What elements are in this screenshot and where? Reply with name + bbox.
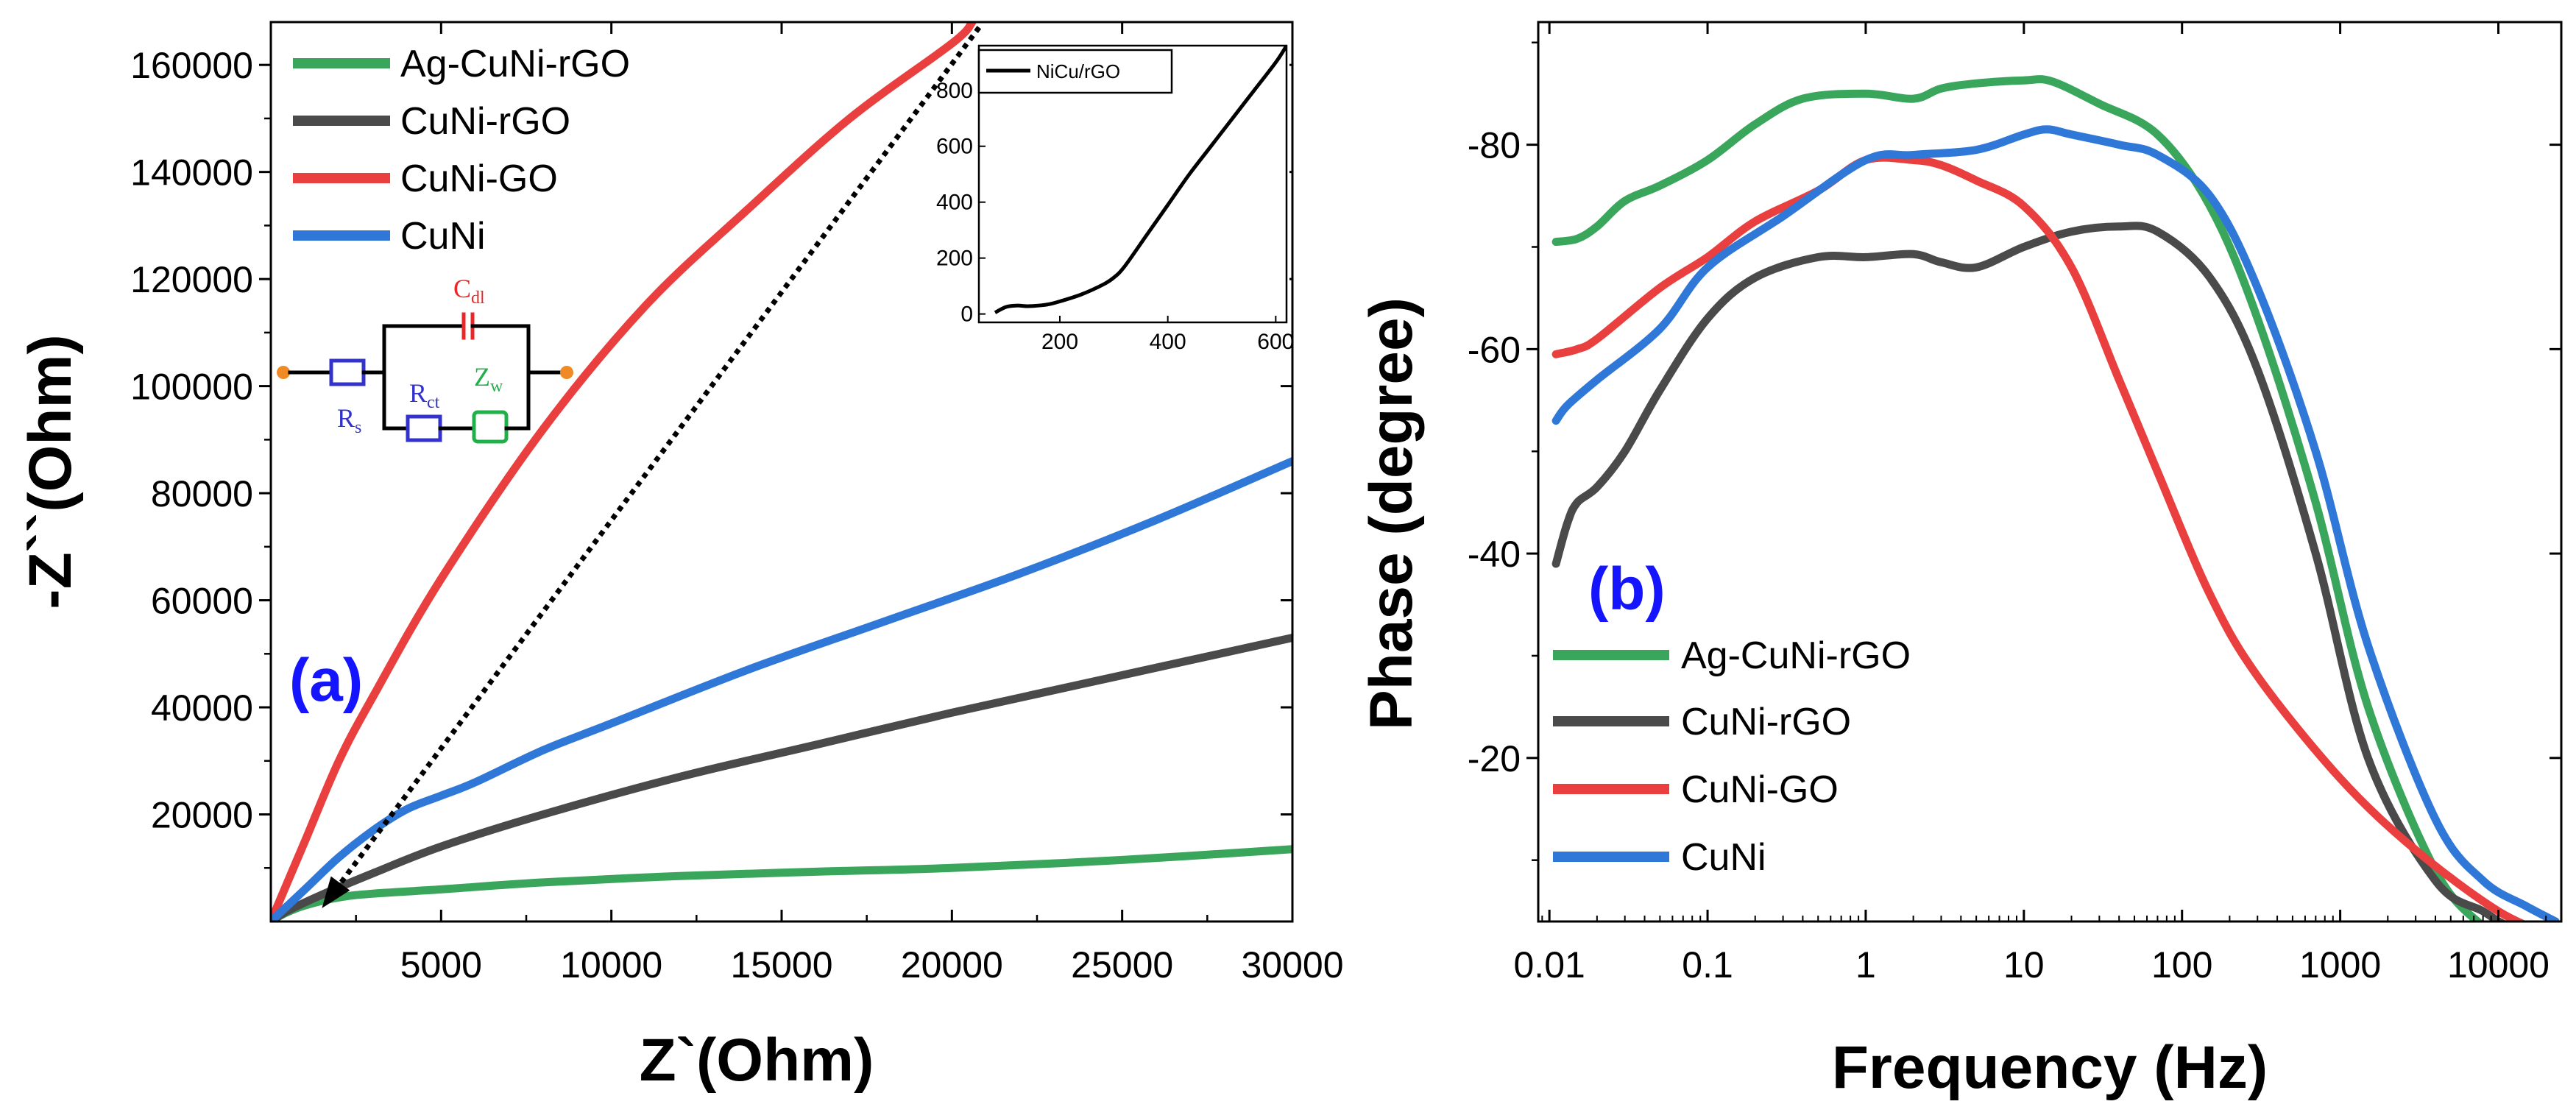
- chart-a-ytick-label: 100000: [130, 367, 253, 408]
- inset-ytick-label: 800: [936, 79, 973, 103]
- chart-b-legend-cuni: CuNi: [1681, 836, 1766, 879]
- inset-ytick-label: 200: [936, 247, 973, 271]
- inset-xtick-label: 200: [1041, 330, 1078, 354]
- chart-a-series-cuni-go: [271, 22, 977, 921]
- chart-a-xtick-label: 30000: [1241, 944, 1343, 986]
- chart-b-xlabel: Frequency (Hz): [1832, 1034, 2268, 1101]
- chart-a-ytick-label: 140000: [130, 152, 253, 194]
- chart-b-xtick-label: 0.1: [1682, 944, 1733, 986]
- chart-a-ytick-label: 20000: [151, 795, 253, 836]
- circuit-resistor-rct: [406, 414, 442, 442]
- chart-b-ytick-label: -20: [1468, 738, 1521, 779]
- chart-b-ylabel: Phase (degree): [1358, 297, 1425, 730]
- chart-a-panel-label: (a): [289, 647, 363, 714]
- inset-legend-label: NiCu/rGO: [1036, 60, 1120, 82]
- chart-a-ticks: 5000 10000 15000 20000 25000 30000 20000 40000 6…: [130, 22, 1344, 986]
- chart-a-series-ag-cuni-rgo: [271, 845, 1292, 921]
- chart-b-legend-cuni-go: CuNi-GO: [1681, 768, 1839, 811]
- chart-a-legend-cuni: CuNi: [400, 215, 486, 258]
- inset-ytick-label: 400: [936, 191, 973, 215]
- inset-frame: [977, 44, 1288, 324]
- inset-ticks: 200 400 600 0 200 400 600 800: [936, 79, 1294, 354]
- inset-ytick-label: 0: [960, 303, 973, 327]
- chart-b-series-ag-cuni-rgo: [1551, 75, 2484, 921]
- chart-a-xtick-label: 10000: [560, 944, 662, 986]
- chart-b-series-cuni-go: [1551, 153, 2527, 921]
- chart-a-legend-cuni-rgo: CuNi-rGO: [400, 100, 570, 143]
- circuit-label-rct: Rct: [409, 378, 440, 412]
- zoom-arrow-line: [338, 26, 982, 885]
- circuit-label-rs: Rs: [337, 403, 361, 437]
- chart-b-series-group: [1551, 75, 2560, 921]
- circuit-terminal-left: [277, 366, 290, 379]
- chart-a-xtick-label: 20000: [901, 944, 1003, 986]
- circuit-resistor-rs: [329, 358, 366, 386]
- chart-a-xtick-label: 5000: [400, 944, 482, 986]
- inset-series-group: [994, 46, 1287, 314]
- inset-xtick-label: 400: [1150, 330, 1186, 354]
- chart-a-xlabel: Z`(Ohm): [640, 1027, 874, 1094]
- inset-chart: 200 400 600 0 200 400 600 800 NiCu/rGO: [936, 44, 1294, 354]
- equivalent-circuit-diagram: Cdl Rs Rct Zw: [277, 274, 573, 444]
- chart-b-plot-frame: [1537, 21, 2563, 923]
- chart-b-xtick-label: 0.01: [1514, 944, 1585, 986]
- chart-b-ytick-label: -80: [1468, 125, 1521, 166]
- chart-a-xtick-label: 25000: [1071, 944, 1173, 986]
- inset-ytick-label: 600: [936, 135, 973, 159]
- chart-b-series-cuni-rgo: [1551, 222, 2508, 921]
- chart-a-ytick-label: 40000: [151, 687, 253, 729]
- chart-b-ytick-label: -60: [1468, 329, 1521, 370]
- inset-series-nicu-rgo: [994, 46, 1287, 314]
- circuit-label-zw: Zw: [474, 362, 503, 396]
- circuit-terminal-right: [560, 366, 573, 379]
- chart-b-legend-cuni-rgo: CuNi-rGO: [1681, 701, 1851, 743]
- chart-b-ticks: 0.01 0.1 1 10 100 1000 10000 -20 -40 -60 -80: [1468, 22, 2561, 986]
- inset-xtick-label: 600: [1257, 330, 1294, 354]
- chart-b-xtick-label: 10000: [2447, 944, 2550, 986]
- chart-a-ytick-label: 120000: [130, 259, 253, 300]
- chart-a-legend: Ag-CuNi-rGO CuNi-rGO CuNi-GO CuNi: [293, 43, 630, 258]
- chart-a-xtick-label: 15000: [730, 944, 832, 986]
- circuit-warburg-zw: [472, 410, 509, 444]
- chart-b-legend: Ag-CuNi-rGO CuNi-rGO CuNi-GO CuNi: [1553, 634, 1911, 879]
- chart-b-series-cuni: [1551, 125, 2560, 921]
- chart-b-xtick-label: 1000: [2299, 944, 2381, 986]
- inset-legend-box: [977, 49, 1173, 94]
- chart-a-ytick-label: 80000: [151, 473, 253, 514]
- chart-b-xtick-label: 100: [2151, 944, 2212, 986]
- chart-a-legend-ag-cuni-rgo: Ag-CuNi-rGO: [400, 43, 630, 85]
- chart-b-panel-label: (b): [1588, 556, 1666, 623]
- chart-b-legend-ag-cuni-rgo: Ag-CuNi-rGO: [1681, 634, 1911, 677]
- chart-a-ytick-label: 60000: [151, 581, 253, 622]
- chart-a-legend-cuni-go: CuNi-GO: [400, 158, 558, 200]
- chart-b-xtick-label: 10: [2003, 944, 2045, 986]
- chart-a-ylabel: -Z``(Ohm): [17, 334, 84, 609]
- chart-b: 0.01 0.1 1 10 100 1000 10000 -20 -40 -60 -80 Frequ…: [1358, 21, 2563, 1101]
- chart-a: 5000 10000 15000 20000 25000 30000 20000 40000 6…: [17, 21, 1344, 1094]
- chart-b-ytick-label: -40: [1468, 534, 1521, 575]
- circuit-label-cdl: Cdl: [453, 274, 485, 308]
- chart-a-series-cuni: [271, 457, 1292, 921]
- chart-a-ytick-label: 160000: [130, 45, 253, 86]
- chart-b-xtick-label: 1: [1855, 944, 1876, 986]
- chart-a-series-cuni-rgo: [271, 634, 1292, 921]
- zoom-arrowhead: [322, 876, 350, 908]
